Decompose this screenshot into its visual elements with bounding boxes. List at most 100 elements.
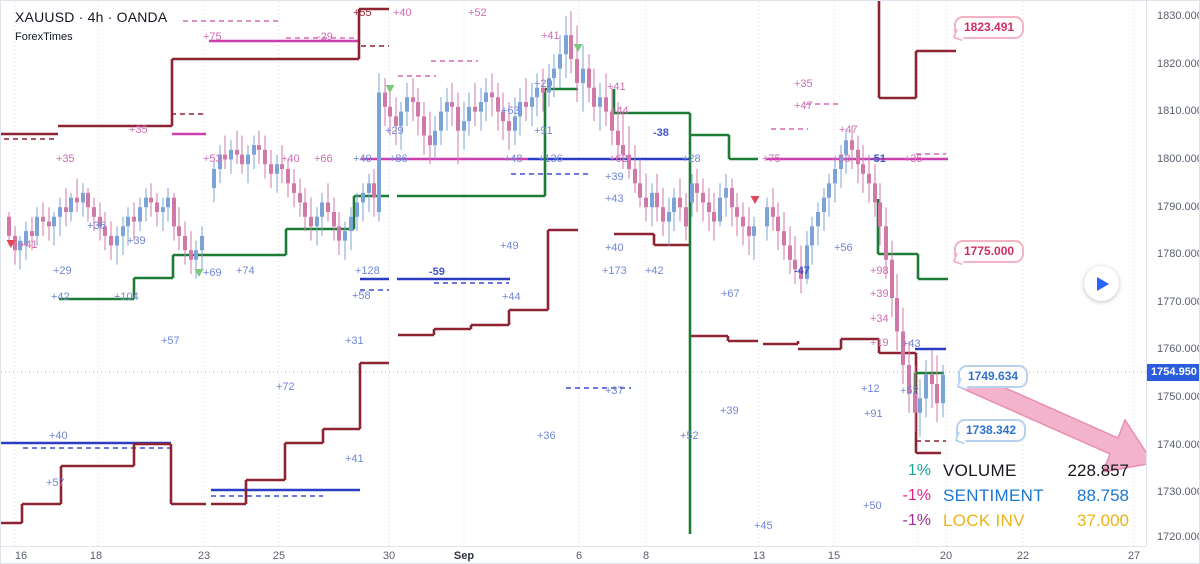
svg-text:+56: +56: [834, 242, 853, 254]
svg-text:+49: +49: [500, 240, 519, 252]
volume-label: VOLUME: [943, 460, 1017, 480]
time-axis-label: 8: [642, 550, 650, 562]
svg-text:+58: +58: [352, 290, 371, 302]
svg-text:+41: +41: [345, 453, 364, 465]
lockinv-percent: -1%: [902, 511, 931, 529]
svg-text:+29: +29: [53, 265, 72, 277]
price-axis-label: 1830.000: [1157, 10, 1200, 22]
lockinv-label: LOCK INV: [943, 510, 1025, 530]
svg-text:+37: +37: [605, 385, 624, 397]
svg-text:+74: +74: [236, 265, 255, 277]
price-axis-label: 1800.000: [1157, 153, 1200, 165]
time-axis-label: 15: [827, 550, 841, 562]
time-axis-label: 25: [272, 550, 286, 562]
time-axis-label: 13: [752, 550, 766, 562]
svg-text:+55: +55: [353, 7, 372, 19]
svg-text:+75: +75: [203, 31, 222, 43]
svg-text:+63: +63: [501, 105, 520, 117]
svg-text:+12: +12: [861, 383, 880, 395]
svg-text:+128: +128: [355, 265, 380, 277]
svg-text:+62: +62: [609, 153, 628, 165]
price-axis-label: 1740.000: [1157, 439, 1200, 451]
svg-text:+39: +39: [720, 405, 739, 417]
price-axis-label: 1790.000: [1157, 201, 1200, 213]
play-button[interactable]: [1084, 266, 1119, 301]
price-axis-label: 1750.000: [1157, 391, 1200, 403]
price-callout-stop: 1738.342: [956, 419, 1027, 442]
svg-text:-59: -59: [429, 266, 445, 278]
svg-text:+39: +39: [870, 288, 889, 300]
price-axis-label: 1720.000: [1157, 531, 1200, 543]
price-callout-entry: 1749.634: [958, 365, 1029, 388]
svg-text:+19: +19: [870, 337, 889, 349]
svg-text:+50: +50: [863, 500, 882, 512]
svg-text:+75: +75: [762, 153, 781, 165]
time-axis[interactable]: 16 18 23 25 30 Sep 6 8 13 15 20 22 27: [1, 546, 1146, 563]
sentiment-percent: -1%: [902, 486, 931, 504]
price-axis-label: 1770.000: [1157, 296, 1200, 308]
price-axis-label: 1820.000: [1157, 58, 1200, 70]
svg-text:+29: +29: [385, 125, 404, 137]
svg-text:+40: +40: [49, 430, 68, 442]
price-callout-mid: 1775.000: [954, 240, 1025, 263]
price-axis-label: 1760.000: [1157, 343, 1200, 355]
svg-text:+29: +29: [534, 78, 553, 90]
svg-text:+44: +44: [610, 105, 629, 117]
svg-text:+91: +91: [534, 125, 553, 137]
time-axis-label: 23: [197, 550, 211, 562]
svg-text:+34: +34: [870, 313, 889, 325]
svg-text:+136: +136: [538, 153, 563, 165]
svg-text:+42: +42: [645, 265, 664, 277]
svg-text:+40: +40: [605, 242, 624, 254]
svg-text:+52: +52: [900, 385, 919, 397]
svg-text:+52: +52: [468, 7, 487, 19]
chart-canvas[interactable]: +35 +53 +40 +66 +40 +86 +48 +136 +62 +28 +75 +63 -51…: [1, 1, 1146, 546]
brand-watermark: ForexTimes: [15, 31, 73, 43]
svg-text:+36: +36: [87, 220, 106, 232]
sentiment-label: SENTIMENT: [943, 485, 1044, 505]
svg-text:+40: +40: [353, 153, 372, 165]
indicator-panel: 1% VOLUME 228.857 -1% SENTIMENT 88.758 -…: [879, 458, 1129, 533]
svg-text:+35: +35: [904, 153, 923, 165]
time-axis-label: 27: [1127, 550, 1141, 562]
svg-text:+42: +42: [51, 291, 70, 303]
svg-text:+45: +45: [754, 520, 773, 532]
price-callout-upper: 1823.491: [954, 16, 1025, 39]
time-axis-label: 18: [89, 550, 103, 562]
svg-text:+69: +69: [203, 267, 222, 279]
svg-text:+57: +57: [46, 477, 65, 489]
price-axis-label: 1780.000: [1157, 248, 1200, 260]
svg-text:+57: +57: [161, 335, 180, 347]
svg-text:+43: +43: [902, 338, 921, 350]
time-axis-label: 16: [14, 550, 28, 562]
svg-text:+91: +91: [864, 408, 883, 420]
svg-text:-29: -29: [317, 31, 333, 43]
svg-text:+48: +48: [504, 153, 523, 165]
svg-text:+98: +98: [870, 265, 889, 277]
svg-text:-47: -47: [794, 265, 810, 277]
svg-text:+63: +63: [832, 153, 851, 165]
sentiment-value: 88.758: [1077, 485, 1129, 505]
svg-text:-38: -38: [653, 127, 669, 139]
indicator-row-sentiment: -1% SENTIMENT 88.758: [879, 483, 1129, 508]
time-axis-label: 20: [939, 550, 953, 562]
price-axis[interactable]: 1830.000 1820.000 1810.000 1800.000 1790.000…: [1146, 1, 1200, 546]
svg-text:+47: +47: [839, 124, 858, 136]
svg-text:+39: +39: [127, 235, 146, 247]
svg-text:+35: +35: [56, 153, 75, 165]
svg-text:+28: +28: [682, 153, 701, 165]
candlestick-chart: +35 +53 +40 +66 +40 +86 +48 +136 +62 +28 +75 +63 -51…: [1, 1, 1146, 546]
svg-text:+35: +35: [129, 124, 148, 136]
svg-text:+35: +35: [794, 78, 813, 90]
svg-text:+104: +104: [114, 291, 139, 303]
current-price-tag: 1754.950: [1147, 364, 1199, 381]
svg-text:+41: +41: [607, 81, 626, 93]
svg-text:+40: +40: [281, 153, 300, 165]
svg-text:+67: +67: [721, 288, 740, 300]
play-icon: [1097, 276, 1109, 291]
svg-text:+40: +40: [393, 7, 412, 19]
symbol-title[interactable]: XAUUSD · 4h · OANDA: [15, 9, 168, 25]
svg-text:+31: +31: [345, 335, 364, 347]
svg-text:+44: +44: [502, 291, 521, 303]
